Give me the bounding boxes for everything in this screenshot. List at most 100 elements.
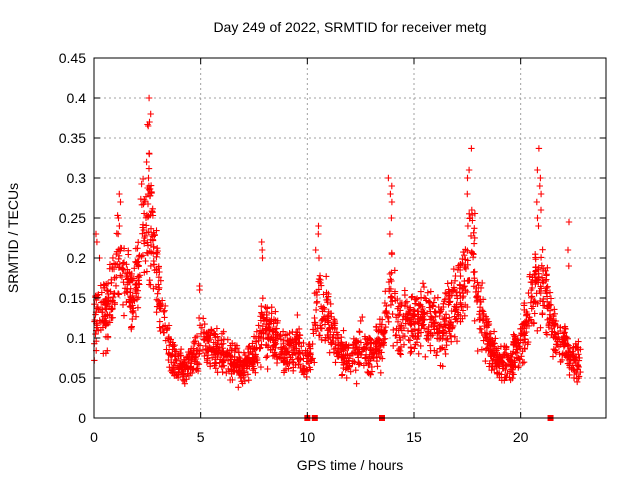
data-point	[170, 343, 177, 350]
peak-point	[565, 262, 572, 270]
data-point	[532, 251, 539, 258]
data-point	[295, 325, 303, 333]
data-point	[544, 303, 551, 311]
data-point	[184, 364, 191, 372]
data-point	[441, 346, 449, 353]
data-point	[408, 294, 415, 301]
data-point	[318, 282, 325, 289]
data-point	[145, 212, 152, 220]
x-tick-label: 10	[300, 429, 316, 445]
data-point	[450, 265, 457, 273]
data-point	[317, 303, 325, 310]
data-point	[313, 299, 320, 307]
data-point	[211, 362, 218, 369]
data-point	[393, 339, 401, 346]
peak-point	[116, 190, 123, 198]
data-point	[473, 293, 480, 301]
data-point	[260, 315, 267, 322]
data-point	[539, 302, 547, 309]
data-point	[433, 348, 441, 356]
data-point	[311, 321, 319, 328]
data-point	[439, 363, 446, 370]
data-point	[142, 257, 149, 265]
data-point	[407, 306, 414, 313]
data-point	[213, 348, 220, 355]
data-point	[548, 315, 555, 323]
data-point	[442, 350, 449, 358]
data-point	[436, 312, 443, 320]
data-point	[537, 324, 544, 331]
peak-point	[387, 190, 394, 198]
data-point	[405, 336, 412, 344]
data-point	[437, 308, 444, 315]
data-point	[457, 299, 464, 306]
y-tick-label: 0.1	[67, 330, 87, 346]
peak-point	[93, 238, 101, 246]
data-point	[379, 340, 387, 347]
data-point	[292, 350, 300, 358]
data-point	[189, 366, 196, 373]
data-point	[281, 367, 288, 374]
data-point	[322, 316, 329, 323]
data-point	[220, 357, 227, 364]
data-point	[500, 365, 507, 372]
data-point	[201, 320, 208, 328]
data-point	[455, 263, 462, 271]
data-point	[229, 361, 236, 369]
data-point	[403, 298, 411, 305]
data-point	[272, 337, 279, 344]
data-point	[542, 329, 550, 336]
peak-point	[534, 166, 541, 174]
data-point	[255, 322, 262, 329]
data-point	[268, 310, 275, 317]
data-point	[140, 210, 148, 217]
data-point	[415, 320, 422, 327]
data-point	[205, 331, 212, 338]
data-point	[506, 374, 513, 381]
data-point	[252, 369, 259, 376]
data-point	[247, 345, 254, 353]
y-tick-label: 0.3	[67, 170, 87, 186]
data-point	[253, 328, 260, 335]
data-point	[453, 301, 460, 308]
data-point	[105, 297, 113, 304]
data-point	[154, 250, 161, 258]
data-point	[93, 305, 100, 312]
data-point	[542, 287, 549, 295]
data-point	[126, 303, 134, 310]
data-point	[300, 371, 308, 378]
data-point	[264, 365, 271, 373]
data-point	[551, 322, 558, 330]
data-point	[572, 343, 579, 350]
data-point	[357, 351, 364, 358]
data-point	[145, 228, 152, 236]
data-point	[205, 346, 212, 354]
data-point	[569, 348, 576, 355]
data-point	[568, 365, 575, 373]
data-point	[390, 326, 397, 334]
data-point	[118, 273, 126, 281]
data-point	[454, 266, 462, 273]
data-point	[543, 284, 550, 292]
data-point	[219, 348, 226, 355]
data-point	[156, 268, 163, 276]
data-point	[407, 316, 415, 323]
data-point	[464, 261, 471, 268]
data-point	[363, 341, 370, 348]
data-point	[421, 316, 428, 324]
data-point	[273, 353, 281, 361]
peak-point	[465, 166, 473, 174]
data-point	[430, 299, 437, 306]
data-point	[382, 323, 389, 331]
data-point	[327, 300, 334, 308]
peak-point	[534, 214, 541, 222]
data-point	[494, 345, 502, 352]
peak-point	[115, 230, 122, 238]
peak-point	[533, 198, 540, 206]
peak-point	[143, 158, 150, 166]
data-point	[557, 324, 564, 331]
data-point	[202, 342, 209, 350]
data-point	[143, 268, 151, 275]
data-point	[138, 201, 146, 208]
data-point	[338, 346, 345, 353]
